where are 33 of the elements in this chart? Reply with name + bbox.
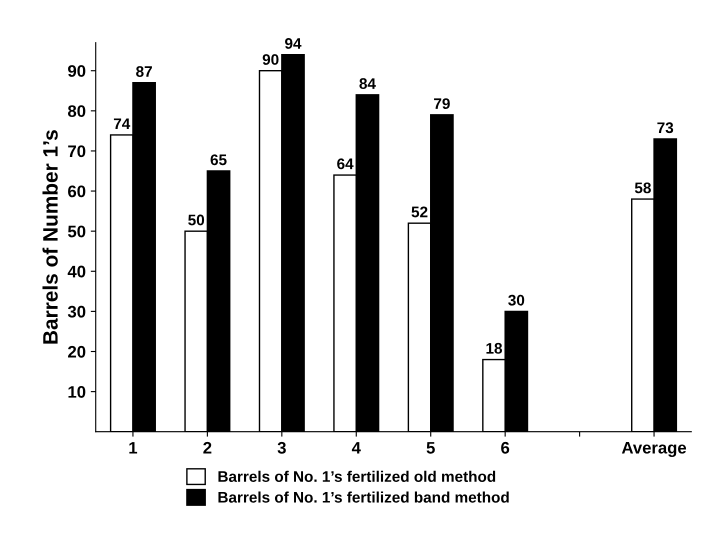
y-tick-label: 20: [68, 346, 86, 358]
x-tick-label: 1: [129, 442, 138, 454]
x-tick-label: Average: [622, 442, 686, 457]
y-tick-label: 40: [68, 266, 86, 278]
y-tick-label: 50: [68, 226, 86, 238]
data-label: 94: [285, 38, 302, 49]
y-tick-label: 70: [68, 145, 86, 158]
data-label: 58: [634, 182, 651, 194]
x-tick-label: 6: [501, 442, 510, 454]
x-tick-label: 4: [352, 442, 361, 454]
data-label: 90: [262, 54, 279, 65]
y-tick-label: 60: [68, 185, 86, 198]
data-label: 87: [136, 66, 152, 77]
data-label: 52: [412, 206, 428, 218]
x-tick-label: 3: [278, 442, 286, 454]
data-label: 64: [337, 158, 354, 170]
data-label: 50: [188, 214, 204, 226]
y-axis-title: Barrels of Number 1’s: [42, 130, 58, 344]
data-label: 30: [508, 294, 524, 306]
data-label: 79: [434, 98, 450, 110]
legend-label: Barrels of No. 1’s fertilized band method: [218, 491, 509, 503]
legend-label: Barrels of No. 1’s fertilized old method: [218, 470, 496, 482]
x-tick-label: 5: [426, 442, 435, 454]
data-label: 18: [486, 342, 502, 354]
data-label: 65: [210, 154, 227, 166]
data-label: 74: [114, 118, 130, 129]
data-label: 84: [359, 78, 376, 89]
y-tick-label: 30: [68, 306, 86, 318]
y-tick-label: 10: [68, 386, 86, 398]
x-tick-label: 2: [203, 442, 212, 454]
data-label: 73: [657, 122, 674, 134]
y-tick-label: 80: [68, 105, 86, 118]
y-tick-label: 90: [68, 65, 86, 77]
